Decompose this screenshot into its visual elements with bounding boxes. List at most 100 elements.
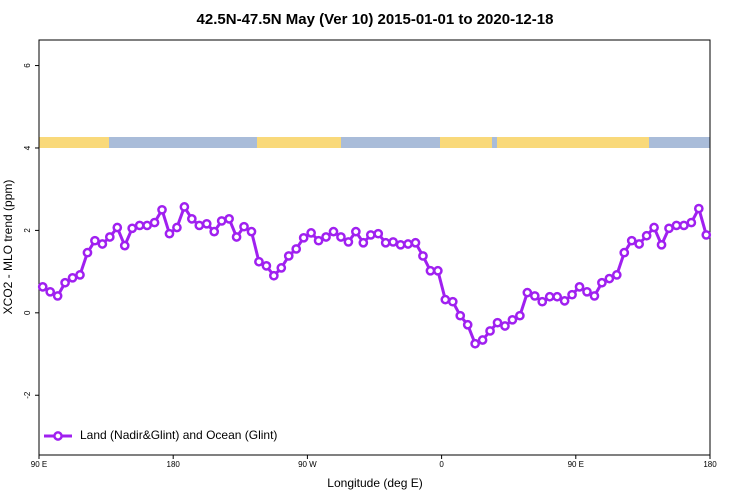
point — [67, 272, 78, 283]
y-axis-label: XCO2 - MLO trend (ppm) — [1, 180, 15, 315]
point — [462, 319, 473, 330]
point — [500, 321, 510, 331]
point — [373, 228, 384, 239]
point — [492, 317, 503, 328]
point — [336, 232, 346, 242]
point — [283, 251, 294, 261]
land-ocean-strip — [39, 137, 710, 148]
point — [90, 235, 100, 246]
point — [544, 291, 555, 302]
x-tick-label: 90 E — [568, 460, 584, 469]
point — [97, 239, 108, 249]
point — [567, 289, 577, 300]
x-axis-label: Longitude (deg E) — [327, 476, 422, 490]
plot-frame — [38, 39, 711, 456]
point — [634, 239, 645, 249]
point — [559, 296, 570, 306]
point — [239, 221, 249, 232]
point — [701, 230, 712, 240]
point — [447, 296, 458, 307]
point — [522, 287, 533, 298]
x-tick-label: 90 W — [298, 460, 317, 469]
point — [321, 232, 331, 242]
point — [224, 214, 234, 224]
point — [45, 286, 56, 297]
point — [589, 291, 600, 301]
point — [380, 237, 391, 248]
x-tick-label: 180 — [703, 460, 717, 469]
point — [365, 230, 376, 240]
point — [574, 282, 585, 292]
point — [671, 220, 682, 231]
point — [37, 282, 48, 292]
point — [269, 270, 279, 281]
point — [477, 335, 488, 345]
point — [529, 291, 540, 301]
point — [597, 277, 607, 288]
point — [60, 277, 70, 288]
point — [75, 270, 85, 280]
point — [626, 235, 637, 246]
point — [515, 310, 525, 321]
point — [693, 203, 704, 214]
point — [328, 226, 339, 237]
point — [52, 291, 63, 301]
y-tick-label: 6 — [23, 63, 32, 68]
point — [246, 226, 257, 237]
point — [112, 222, 123, 233]
point — [418, 251, 428, 261]
point — [209, 226, 220, 237]
point — [425, 265, 436, 276]
point — [261, 260, 272, 271]
chart-title: 42.5N-47.5N May (Ver 10) 2015-01-01 to 2… — [197, 11, 554, 28]
point — [298, 232, 309, 243]
x-tick-label: 180 — [167, 460, 181, 469]
point — [104, 232, 115, 242]
y-tick-label: 4 — [23, 145, 32, 150]
y-tick-label: 0 — [23, 310, 32, 315]
point — [433, 265, 443, 276]
point — [403, 239, 413, 249]
point — [149, 217, 160, 228]
point — [306, 228, 316, 238]
point — [179, 202, 190, 212]
x-tick-label: 0 — [439, 460, 444, 469]
point — [641, 230, 652, 241]
point — [679, 220, 689, 231]
point — [254, 256, 264, 267]
point — [656, 239, 667, 250]
point — [552, 291, 563, 302]
point — [127, 223, 138, 234]
point — [440, 294, 451, 305]
x-tick-label: 90 E — [31, 460, 47, 469]
y-tick-label: -2 — [23, 391, 32, 399]
y-tick-label: 2 — [23, 228, 32, 233]
point — [142, 220, 152, 231]
point — [172, 222, 182, 233]
point — [201, 218, 212, 229]
point — [134, 220, 145, 231]
point — [485, 326, 495, 336]
point — [164, 228, 175, 239]
point — [194, 220, 205, 231]
point — [611, 270, 622, 280]
point — [619, 247, 630, 258]
point — [82, 247, 93, 258]
point — [455, 310, 466, 321]
point — [664, 223, 674, 234]
legend-label: Land (Nadir&Glint) and Ocean (Glint) — [80, 428, 277, 442]
point — [351, 226, 361, 237]
point — [410, 237, 421, 248]
point — [388, 237, 398, 247]
point — [157, 204, 167, 215]
point — [343, 237, 354, 247]
legend-marker — [53, 431, 63, 441]
point — [231, 232, 242, 242]
point — [507, 314, 518, 325]
point — [216, 216, 227, 226]
point — [582, 286, 592, 297]
point — [604, 273, 615, 284]
point — [686, 217, 697, 228]
point — [119, 240, 130, 251]
